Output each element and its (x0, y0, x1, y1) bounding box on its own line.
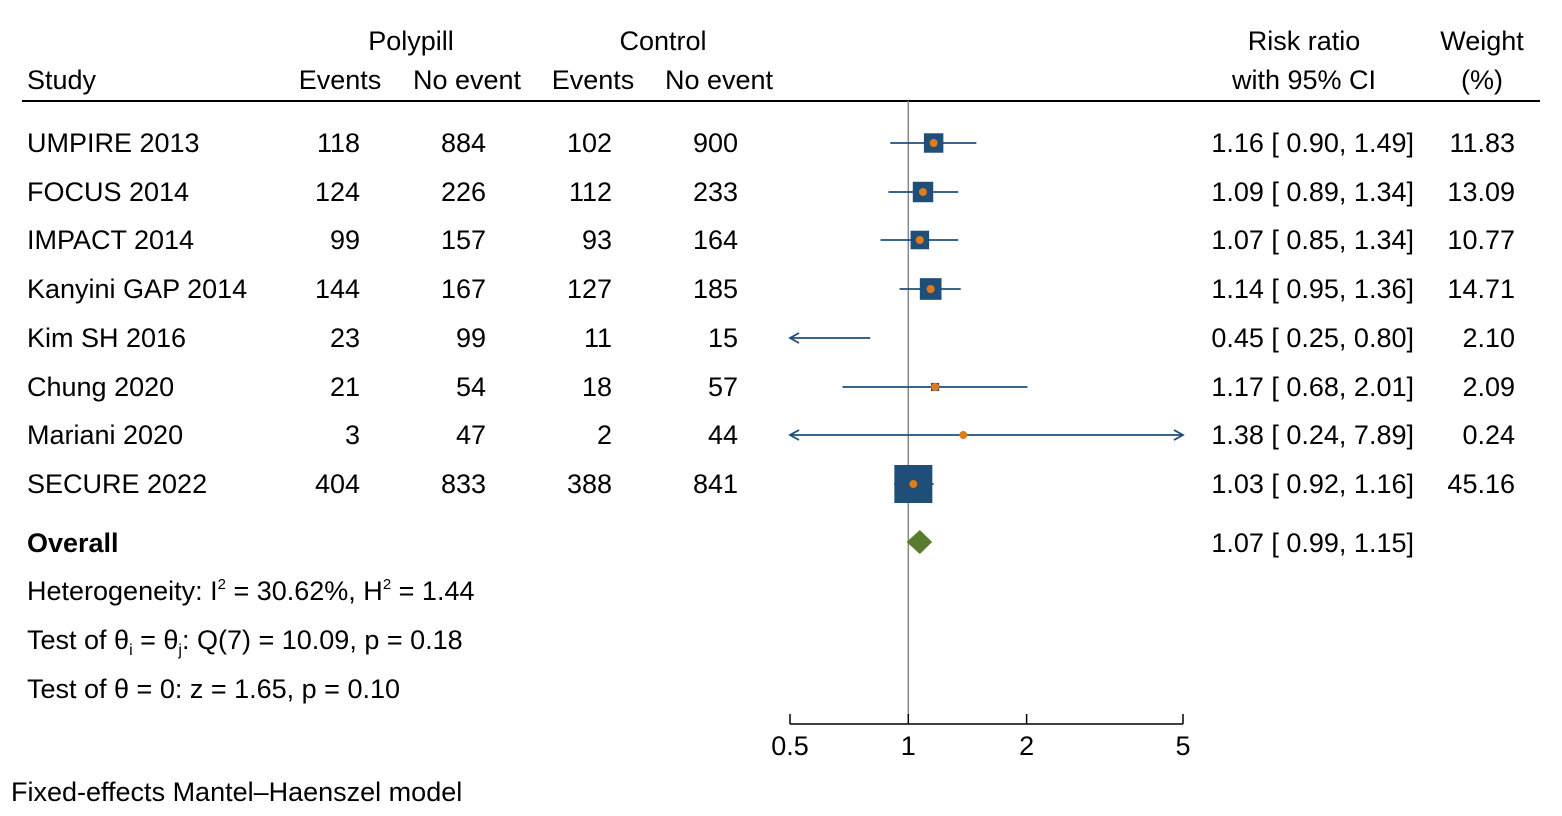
control-events: 2 (597, 420, 612, 450)
study-name: Mariani 2020 (27, 420, 183, 450)
polypill-events: 144 (315, 274, 360, 304)
header-polypill-events: Events (299, 65, 382, 95)
point-estimate (931, 383, 940, 391)
control-events: 388 (567, 469, 612, 499)
weight-percent: 45.16 (1447, 469, 1515, 499)
study-row: UMPIRE 2013 118 884 102 900 1.16 [ 0.90, 1.49… (27, 128, 1515, 158)
ci-arrow-right (1173, 429, 1185, 441)
x-axis: 0.5 1 2 5 (771, 714, 1191, 761)
risk-ratio-ci: 1.09 [ 0.89, 1.34] (1211, 177, 1414, 207)
study-row: Kim SH 2016 23 99 11 15 0.45 [ 0.25, 0.80] 2.1… (27, 323, 1515, 353)
control-events: 18 (582, 372, 612, 402)
weight-percent: 2.10 (1462, 323, 1515, 353)
polypill-no-event: 833 (441, 469, 486, 499)
control-events: 112 (569, 177, 612, 207)
study-row: Kanyini GAP 2014 144 167 127 185 1.14 [ 0.95,… (27, 274, 1515, 304)
study-row: Mariani 2020 3 47 2 44 1.38 [ 0.24, 7.89] 0.24 (27, 420, 1515, 450)
study-row: Chung 2020 21 54 18 57 1.17 [ 0.68, 2.01] 2.09 (27, 372, 1515, 402)
point-estimate (929, 139, 938, 147)
overall-label: Overall (27, 528, 119, 558)
header-ci: with 95% CI (1231, 65, 1376, 95)
weight-percent: 0.24 (1462, 420, 1515, 450)
point-estimate (919, 188, 928, 196)
polypill-events: 3 (345, 420, 360, 450)
x-tick-label: 5 (1175, 731, 1190, 761)
control-no-event: 44 (708, 420, 738, 450)
overall-diamond (906, 530, 933, 554)
header-control-events: Events (552, 65, 635, 95)
control-events: 102 (567, 128, 612, 158)
study-name: Chung 2020 (27, 372, 174, 402)
study-name: SECURE 2022 (27, 469, 207, 499)
study-name: Kim SH 2016 (27, 323, 186, 353)
control-no-event: 841 (693, 469, 738, 499)
polypill-no-event: 167 (441, 274, 486, 304)
control-events: 11 (584, 323, 612, 353)
risk-ratio-ci: 1.17 [ 0.68, 2.01] (1211, 372, 1414, 402)
polypill-no-event: 47 (456, 420, 486, 450)
ci-arrow-left (788, 332, 800, 344)
study-name: IMPACT 2014 (27, 225, 194, 255)
header-weight-unit: (%) (1461, 65, 1503, 95)
control-no-event: 57 (708, 372, 738, 402)
header-risk-ratio: Risk ratio (1248, 26, 1361, 56)
test-theta-0-text: Test of θ = 0: z = 1.65, p = 0.10 (27, 674, 400, 704)
header-polypill-no-event: No event (413, 65, 522, 95)
polypill-no-event: 226 (441, 177, 486, 207)
study-rows: UMPIRE 2013 118 884 102 900 1.16 [ 0.90, 1.49… (27, 128, 1515, 503)
header-polypill: Polypill (368, 26, 454, 56)
risk-ratio-ci: 1.16 [ 0.90, 1.49] (1211, 128, 1414, 158)
risk-ratio-ci: 1.03 [ 0.92, 1.16] (1211, 469, 1414, 499)
weight-percent: 14.71 (1447, 274, 1515, 304)
header-control: Control (619, 26, 706, 56)
weight-percent: 2.09 (1462, 372, 1515, 402)
polypill-events: 99 (330, 225, 360, 255)
header-control-no-event: No event (665, 65, 774, 95)
point-estimate (926, 285, 935, 293)
model-note: Fixed-effects Mantel–Haenszel model (11, 777, 462, 807)
weight-percent: 13.09 (1447, 177, 1515, 207)
control-events: 93 (582, 225, 612, 255)
control-events: 127 (567, 274, 612, 304)
polypill-events: 21 (330, 372, 360, 402)
x-tick-label: 0.5 (771, 731, 809, 761)
risk-ratio-ci: 1.07 [ 0.85, 1.34] (1211, 225, 1414, 255)
polypill-no-event: 99 (456, 323, 486, 353)
point-estimate (959, 431, 968, 439)
study-name: FOCUS 2014 (27, 177, 189, 207)
overall-ci-text: 1.07 [ 0.99, 1.15] (1211, 528, 1414, 558)
ci-arrow-left (788, 429, 800, 441)
x-tick-label: 1 (901, 731, 916, 761)
control-no-event: 164 (693, 225, 738, 255)
control-no-event: 185 (693, 274, 738, 304)
study-row: IMPACT 2014 99 157 93 164 1.07 [ 0.85, 1.34] 1… (27, 225, 1515, 255)
study-name: Kanyini GAP 2014 (27, 274, 247, 304)
risk-ratio-ci: 0.45 [ 0.25, 0.80] (1211, 323, 1414, 353)
header-weight: Weight (1440, 26, 1524, 56)
x-tick-label: 2 (1019, 731, 1034, 761)
control-no-event: 900 (693, 128, 738, 158)
study-row: SECURE 2022 404 833 388 841 1.03 [ 0.92, 1.16… (27, 465, 1515, 503)
study-name: UMPIRE 2013 (27, 128, 200, 158)
polypill-no-event: 157 (441, 225, 486, 255)
control-no-event: 233 (693, 177, 738, 207)
polypill-events: 23 (330, 323, 360, 353)
risk-ratio-ci: 1.38 [ 0.24, 7.89] (1211, 420, 1414, 450)
polypill-events: 404 (315, 469, 360, 499)
header-study: Study (27, 65, 97, 95)
point-estimate (915, 236, 924, 244)
polypill-events: 118 (317, 128, 360, 158)
polypill-events: 124 (315, 177, 360, 207)
polypill-no-event: 884 (441, 128, 486, 158)
weight-percent: 10.77 (1447, 225, 1515, 255)
risk-ratio-ci: 1.14 [ 0.95, 1.36] (1211, 274, 1414, 304)
test-theta-ij-text: Test of θi = θj: Q(7) = 10.09, p = 0.18 (27, 625, 463, 659)
point-estimate (909, 480, 918, 488)
heterogeneity-text: Heterogeneity: I2 = 30.62%, H2 = 1.44 (27, 576, 474, 606)
study-row: FOCUS 2014 124 226 112 233 1.09 [ 0.89, 1.34]… (27, 177, 1515, 207)
control-no-event: 15 (708, 323, 738, 353)
polypill-no-event: 54 (456, 372, 486, 402)
weight-percent: 11.83 (1449, 128, 1515, 158)
